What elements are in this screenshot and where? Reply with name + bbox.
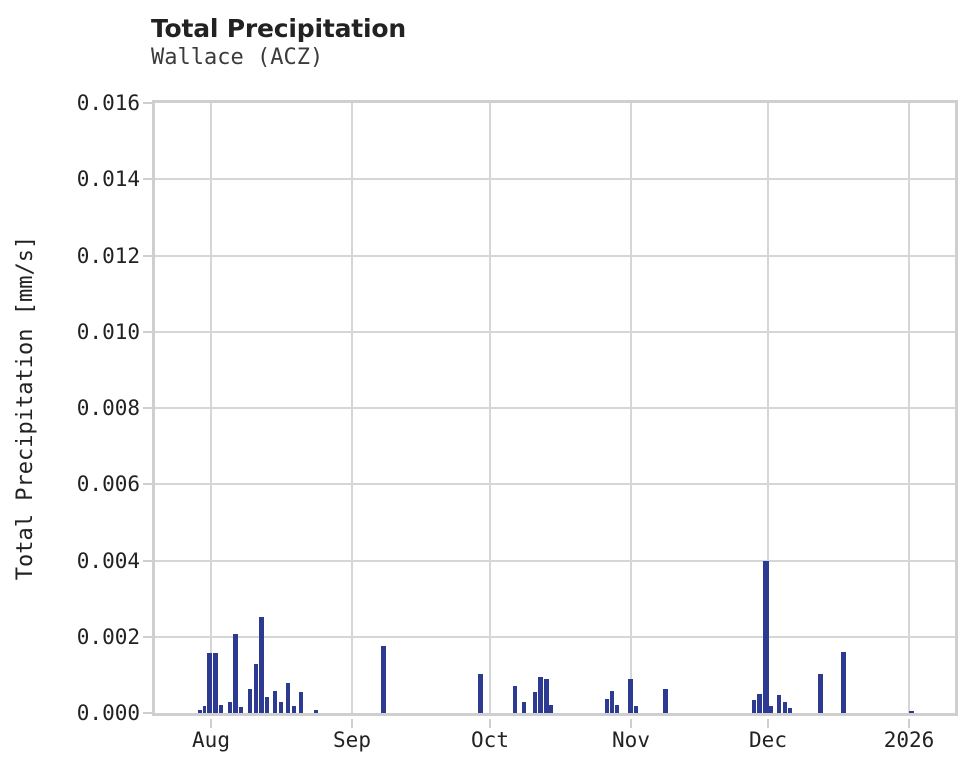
gridline-vertical: [767, 103, 769, 713]
y-axis-tick-mark: [143, 254, 152, 257]
y-axis-tick-labels: 0.000 0.002 0.004 0.006 0.008 0.010 0.012 0.014…: [0, 0, 152, 780]
y-axis-tick-mark: [143, 102, 152, 104]
bar: [273, 690, 277, 713]
x-axis-tick-mark: [767, 719, 769, 728]
bar: [615, 704, 619, 713]
y-axis-tick-mark: [143, 712, 152, 714]
y-axis-tick-label: 0.006: [76, 472, 140, 497]
bar: [219, 704, 223, 713]
bar: [279, 702, 283, 713]
bar: [634, 706, 638, 713]
bar: [769, 706, 773, 713]
gridline-horizontal: [155, 635, 955, 638]
x-axis-tick-labels: Aug Sep Oct Nov Dec 2026: [0, 728, 980, 768]
bar: [752, 700, 756, 713]
x-axis-tick-marks: [0, 719, 980, 729]
x-axis-tick-label: Oct: [471, 728, 509, 752]
x-axis-tick-mark: [210, 719, 212, 728]
bar: [286, 682, 290, 713]
bar: [909, 710, 914, 713]
y-axis-tick-label: 0.004: [76, 548, 140, 573]
plot-inner: [155, 103, 955, 713]
gridline-vertical: [630, 103, 632, 713]
title-block: Total Precipitation Wallace (ACZ): [151, 14, 851, 72]
bar: [207, 652, 212, 713]
bar: [198, 709, 202, 713]
bar: [783, 702, 787, 713]
gridline-vertical: [908, 103, 910, 713]
gridline-horizontal: [155, 178, 955, 181]
gridline-horizontal: [155, 330, 955, 333]
y-axis-tick-label: 0.014: [76, 167, 140, 192]
y-axis-tick-label: 0.002: [76, 624, 140, 649]
y-axis-tick-label: 0.008: [76, 396, 140, 420]
x-axis-tick-label: Dec: [749, 728, 787, 752]
bar: [549, 704, 553, 713]
y-axis-tick-label: 0.016: [76, 91, 140, 115]
bar: [544, 678, 549, 713]
y-axis-tick-mark: [143, 178, 152, 181]
x-axis-tick-label: Sep: [333, 728, 371, 752]
x-axis-tick-label: 2026: [883, 728, 935, 752]
bar: [213, 652, 218, 713]
bar: [248, 689, 252, 713]
bar: [538, 676, 543, 713]
y-axis-tick-label: 0.010: [76, 319, 140, 344]
y-axis-tick-mark: [143, 635, 152, 638]
bar: [757, 693, 762, 713]
chart-title: Total Precipitation: [151, 14, 406, 43]
bar: [763, 560, 769, 713]
gridline-horizontal: [155, 407, 955, 409]
x-axis-tick-label: Aug: [192, 728, 230, 752]
bar: [777, 694, 781, 713]
y-axis-tick-label: 0.012: [76, 243, 140, 268]
gridline-horizontal: [155, 559, 955, 562]
bar: [233, 633, 238, 713]
bar: [314, 709, 318, 713]
bar: [203, 706, 206, 713]
x-axis-tick-mark: [351, 719, 353, 728]
bar: [228, 702, 232, 713]
x-axis-tick-mark: [489, 719, 491, 728]
chart-subtitle: Wallace (ACZ): [151, 45, 324, 70]
bar: [513, 686, 517, 713]
x-axis-tick-mark: [630, 719, 632, 728]
gridline-vertical: [351, 103, 353, 713]
bar: [254, 664, 258, 713]
bar: [239, 707, 243, 713]
x-axis-tick-label: Nov: [612, 728, 650, 752]
bar: [610, 690, 614, 713]
bar: [478, 674, 483, 713]
gridline-horizontal: [155, 254, 955, 257]
bar: [788, 708, 792, 713]
y-axis-tick-mark: [143, 559, 152, 562]
y-axis-tick-label: 0.000: [76, 701, 140, 725]
bar: [292, 706, 296, 713]
bar: [522, 702, 526, 713]
bar: [663, 688, 668, 713]
bar: [259, 616, 264, 713]
gridline-vertical: [489, 103, 491, 713]
bar: [818, 674, 823, 713]
x-axis-tick-mark: [908, 719, 910, 728]
bar: [841, 651, 846, 713]
y-axis-tick-mark: [143, 483, 152, 486]
gridline-horizontal: [155, 483, 955, 486]
bar: [299, 692, 303, 713]
bar: [605, 698, 609, 713]
plot-area: [152, 100, 958, 716]
y-axis-tick-mark: [143, 407, 152, 409]
bar: [381, 645, 386, 713]
bar: [628, 678, 633, 713]
bar: [533, 692, 537, 713]
bar: [265, 697, 269, 713]
y-axis-tick-mark: [143, 330, 152, 333]
gridline-vertical: [210, 103, 212, 713]
